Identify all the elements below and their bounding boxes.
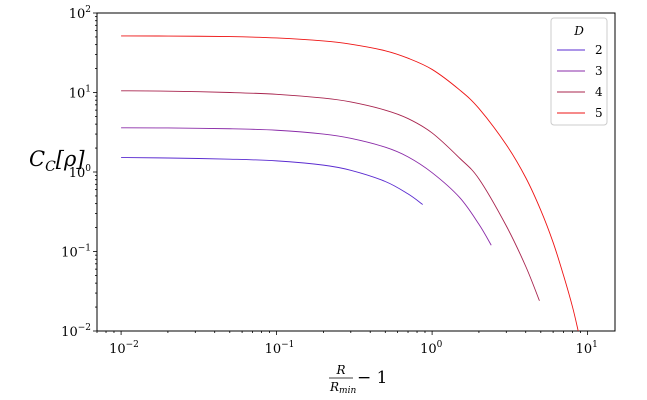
axis-ticks: [93, 12, 589, 335]
x-tick-label: 10−1: [265, 340, 295, 357]
legend-label-D3: 3: [595, 64, 603, 78]
svg-text:Rmin: Rmin: [329, 380, 356, 396]
svg-text:R: R: [335, 363, 345, 377]
legend-box: [550, 17, 608, 126]
y-tick-label: 101: [69, 85, 91, 102]
y-tick-label: 102: [69, 5, 91, 22]
legend: D 2 3 4 5: [550, 17, 608, 126]
svg-text:− 1: − 1: [357, 368, 387, 388]
x-tick-label: 101: [576, 340, 598, 357]
series-line-D4: [121, 90, 540, 301]
x-axis-label: R Rmin − 1: [329, 363, 387, 396]
y-tick-label: 100: [69, 164, 92, 181]
series-line-D5: [121, 35, 579, 331]
y-axis-label: CC[ρ]: [29, 147, 85, 175]
x-tick-label: 10−2: [109, 340, 139, 357]
series-line-D2: [121, 157, 423, 205]
y-tick-label: 10−2: [61, 323, 91, 340]
legend-label-D2: 2: [595, 43, 603, 57]
legend-label-D5: 5: [595, 106, 603, 120]
tick-labels: 10−2 10−1 100 101 10−2 10−1 100 101 102: [61, 5, 598, 357]
y-tick-label: 10−1: [61, 244, 91, 261]
legend-title: D: [573, 24, 584, 38]
series-layer: [121, 35, 579, 331]
legend-label-D4: 4: [595, 85, 603, 99]
x-tick-label: 100: [420, 340, 443, 357]
series-line-D3: [121, 127, 492, 246]
